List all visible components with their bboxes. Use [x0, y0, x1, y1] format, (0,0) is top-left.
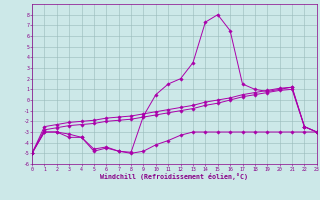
X-axis label: Windchill (Refroidissement éolien,°C): Windchill (Refroidissement éolien,°C) — [100, 173, 248, 180]
